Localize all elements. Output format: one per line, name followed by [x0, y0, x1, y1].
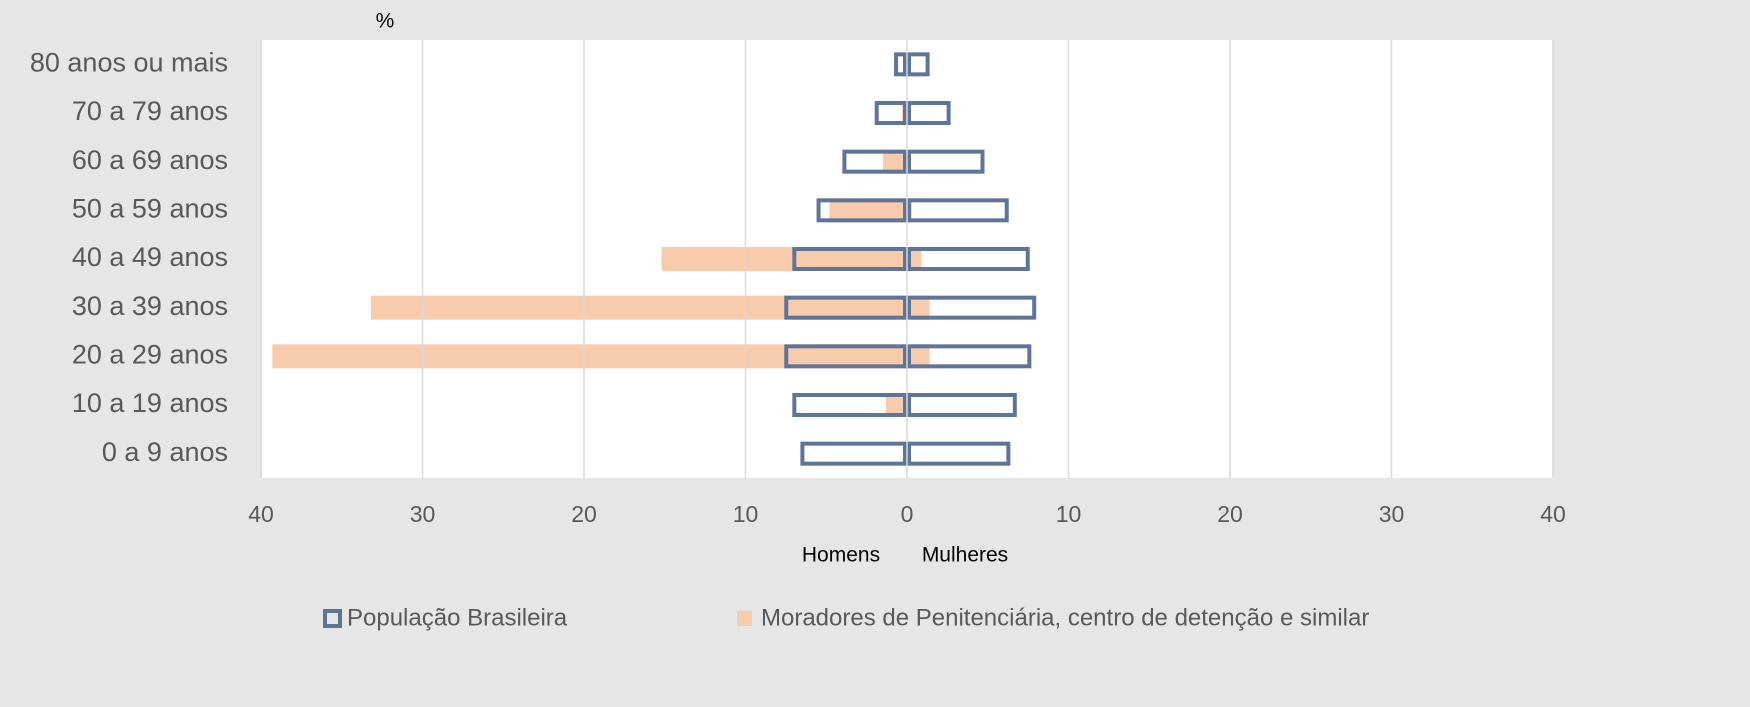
y-tick-label: 0 a 9 anos — [102, 437, 228, 467]
bar — [886, 393, 907, 417]
legend-swatch — [737, 611, 752, 626]
legend-label: Moradores de Penitenciária, centro de de… — [761, 604, 1369, 631]
bar-outline — [800, 441, 907, 466]
bar-outline — [784, 344, 908, 369]
y-tick-label: 40 a 49 anos — [72, 242, 228, 272]
legend-swatch — [323, 609, 342, 628]
bar-outline — [792, 393, 908, 417]
y-tick-label: 20 a 29 anos — [72, 339, 228, 369]
y-tick-label: 80 anos ou mais — [30, 47, 228, 77]
bar-outline — [784, 295, 908, 320]
y-tick-label: 30 a 39 anos — [72, 291, 228, 321]
legend-label: População Brasileira — [347, 604, 568, 631]
x-tick-label: 40 — [248, 501, 274, 527]
bar-outline — [842, 149, 908, 174]
x-tick-label: 20 — [571, 501, 597, 527]
y-tick-label: 60 a 69 anos — [72, 145, 228, 175]
bar-outline — [907, 393, 1017, 417]
y-tick-label: 10 a 19 anos — [72, 388, 228, 418]
bar-outline — [874, 101, 908, 125]
bar-outline — [792, 247, 908, 271]
bar-outline — [907, 295, 1037, 320]
x-tick-label: 10 — [733, 501, 759, 527]
bar-outline — [907, 198, 1009, 223]
bar-outline — [907, 247, 1030, 271]
bar-outline — [907, 52, 930, 77]
bar-outline — [907, 101, 951, 125]
axis-label-left: Homens — [802, 544, 880, 567]
bar-outline — [894, 52, 908, 77]
bar — [907, 344, 930, 369]
bar — [907, 295, 930, 320]
x-tick-label: 30 — [410, 501, 436, 527]
x-tick-label: 30 — [1379, 501, 1405, 527]
x-tick-label: 0 — [901, 501, 914, 527]
y-tick-label: 50 a 59 anos — [72, 193, 228, 223]
axis-label-right: Mulheres — [922, 544, 1008, 567]
y-tick-label: 70 a 79 anos — [72, 96, 228, 126]
bar-outline — [907, 441, 1011, 466]
x-tick-label: 40 — [1540, 501, 1566, 527]
x-tick-label: 20 — [1217, 501, 1243, 527]
bar-outline — [907, 344, 1032, 369]
bar-outline — [907, 149, 985, 174]
x-tick-label: 10 — [1056, 501, 1082, 527]
bar-outline — [816, 198, 907, 223]
axis-unit: % — [376, 10, 395, 33]
